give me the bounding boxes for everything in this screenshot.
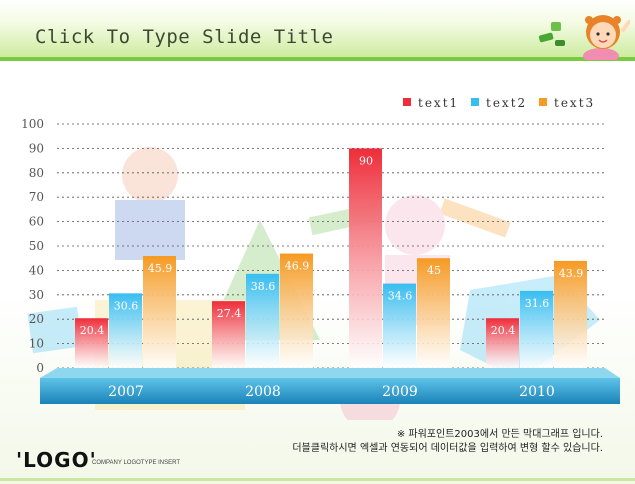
data-label: 43.9 — [559, 267, 584, 280]
category-label: 2009 — [382, 384, 418, 400]
data-label: 30.6 — [114, 299, 139, 312]
data-labels: 20.4 30.6 45.9 27.4 38.6 46.9 90 34.6 45 20.4 31.6… — [80, 154, 584, 337]
legend-swatch — [403, 98, 411, 106]
data-label: 31.6 — [525, 297, 550, 310]
y-tick-label: 30 — [29, 288, 44, 302]
y-tick-label: 60 — [29, 215, 44, 229]
bar-text3-2009 — [417, 258, 450, 368]
category-axis-band — [40, 368, 620, 404]
data-label: 20.4 — [491, 324, 516, 337]
axis-band-top — [40, 368, 620, 378]
bar-text1-2007 — [75, 318, 108, 368]
title-bar — [0, 0, 635, 57]
chart-note-line-1: ※ 파워포인트2003에서 만든 막대그래프 입니다. — [396, 429, 603, 440]
y-tick-label: 50 — [29, 239, 44, 253]
data-label: 46.9 — [285, 260, 310, 273]
bar-chart: 0 10 20 30 40 50 60 70 80 90 100 20.4 30.6 45.9 27.4 3… — [21, 96, 620, 420]
bar-text3-2007 — [143, 256, 176, 368]
data-label: 20.4 — [80, 324, 105, 337]
y-tick-label: 70 — [29, 190, 44, 204]
legend-swatch — [471, 98, 479, 106]
data-label: 90 — [359, 154, 373, 167]
y-tick-label: 10 — [29, 337, 44, 351]
legend: text1 text2 text3 — [403, 96, 595, 110]
footer-line — [0, 478, 635, 481]
data-label: 45.9 — [148, 262, 173, 275]
data-label: 38.6 — [251, 280, 276, 293]
y-tick-label: 40 — [29, 263, 44, 277]
bar-text1-2008 — [212, 301, 245, 368]
axis-band-front — [40, 378, 620, 404]
slide-title[interactable]: Click To Type Slide Title — [35, 26, 334, 48]
category-label: 2007 — [108, 384, 144, 400]
legend-label: text3 — [554, 96, 595, 110]
y-axis-tick-labels: 0 10 20 30 40 50 60 70 80 90 100 — [21, 117, 44, 375]
data-label: 27.4 — [217, 307, 242, 320]
y-tick-label: 100 — [21, 117, 44, 131]
bar-text2-2008 — [246, 273, 279, 368]
bar-text1-2010 — [486, 318, 519, 368]
legend-swatch — [539, 98, 547, 106]
legend-label: text1 — [418, 96, 459, 110]
bar-text1-2009 — [349, 148, 382, 368]
bar-text3-2008 — [280, 253, 313, 368]
bar-text2-2007 — [109, 293, 142, 368]
bar-text3-2010 — [554, 260, 587, 368]
bar-text2-2009 — [383, 283, 416, 368]
bars — [75, 148, 587, 368]
category-label: 2008 — [245, 384, 281, 400]
legend-label: text2 — [486, 96, 527, 110]
y-tick-label: 80 — [29, 166, 44, 180]
category-label: 2010 — [519, 384, 555, 400]
data-label: 34.6 — [388, 290, 413, 303]
logo: 'LOGO' — [16, 448, 97, 472]
data-label: 45 — [427, 264, 441, 277]
girl-mascot-icon — [538, 15, 630, 60]
y-tick-label: 90 — [29, 141, 44, 155]
chart-note-line-2: 더블클릭하시면 엑셀과 연동되어 데이터값을 입력하여 변형 할수 있습니다. — [292, 443, 603, 454]
category-labels: 2007 2008 2009 2010 — [108, 384, 555, 400]
bar-text2-2010 — [520, 290, 553, 368]
logo-subtext: COMPANY LOGOTYPE INSERT — [92, 460, 181, 466]
y-tick-label: 0 — [36, 361, 44, 375]
y-tick-label: 20 — [29, 312, 44, 326]
title-underline — [0, 57, 635, 61]
